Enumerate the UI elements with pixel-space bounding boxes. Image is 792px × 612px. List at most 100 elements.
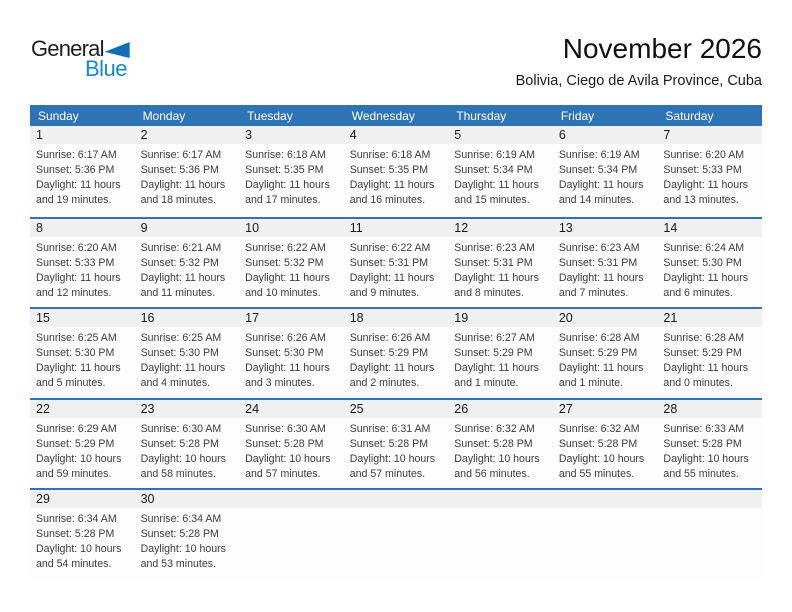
day-details: Sunrise: 6:23 AM Sunset: 5:31 PM Daylight:… <box>454 241 548 301</box>
day-cell-7: 7 Sunrise: 6:20 AM Sunset: 5:33 PM Daylight… <box>657 126 762 217</box>
day-number: 30 <box>140 492 155 506</box>
sunrise-line: Sunrise: 6:17 AM <box>140 149 222 161</box>
week-row-4: 22 Sunrise: 6:29 AM Sunset: 5:29 PM Dayligh… <box>30 397 762 489</box>
sunset-line: Sunset: 5:33 PM <box>36 256 115 269</box>
day-details: Sunrise: 6:34 AM Sunset: 5:28 PM Daylight:… <box>141 512 235 572</box>
sunset-line: Sunset: 5:31 PM <box>558 256 638 269</box>
day-cell-10: 10 Sunrise: 6:22 AM Sunset: 5:32 PM Dayligh… <box>239 219 344 308</box>
week-row-1: 1 Sunrise: 6:17 AM Sunset: 5:36 PM Daylight… <box>30 126 762 217</box>
sunset-line: Sunset: 5:28 PM <box>140 437 219 450</box>
page-title: November 2026 <box>562 33 762 64</box>
daylight-line: Daylight: 11 hours and 16 minutes. <box>349 179 435 206</box>
daylight-line: Daylight: 11 hours and 11 minutes. <box>140 271 226 299</box>
sunrise-line: Sunrise: 6:21 AM <box>140 241 222 254</box>
daylight-line: Daylight: 11 hours and 5 minutes. <box>36 362 121 389</box>
daylight-line: Daylight: 11 hours and 15 minutes. <box>454 179 539 206</box>
sunrise-line: Sunrise: 6:17 AM <box>36 149 117 161</box>
sunset-line: Sunset: 5:28 PM <box>245 437 324 450</box>
day-details: Sunrise: 6:17 AM Sunset: 5:36 PM Daylight:… <box>141 148 235 208</box>
day-details: Sunrise: 6:20 AM Sunset: 5:33 PM Daylight:… <box>663 148 757 208</box>
sunset-line: Sunset: 5:32 PM <box>245 256 324 269</box>
day-cell-3: 3 Sunrise: 6:18 AM Sunset: 5:35 PM Daylight… <box>239 126 344 217</box>
day-number: 26 <box>454 401 469 416</box>
day-cell-20: 20 Sunrise: 6:28 AM Sunset: 5:29 PM Dayligh… <box>553 309 658 398</box>
sunset-line: Sunset: 5:36 PM <box>36 164 115 176</box>
day-cell-17: 17 Sunrise: 6:26 AM Sunset: 5:30 PM Dayligh… <box>239 309 344 398</box>
day-cell-12: 12 Sunrise: 6:23 AM Sunset: 5:31 PM Dayligh… <box>448 219 553 308</box>
day-number: 19 <box>454 311 469 325</box>
daylight-line: Daylight: 10 hours and 55 minutes. <box>558 452 645 480</box>
sunset-line: Sunset: 5:30 PM <box>663 256 742 269</box>
daylight-line: Daylight: 11 hours and 4 minutes. <box>140 362 226 389</box>
sunrise-line: Sunrise: 6:34 AM <box>36 513 117 525</box>
sunrise-line: Sunrise: 6:18 AM <box>245 149 326 161</box>
sunset-line: Sunset: 5:29 PM <box>36 437 115 450</box>
sunrise-line: Sunrise: 6:28 AM <box>558 332 640 344</box>
weekday-header-thursday: Thursday <box>456 108 507 123</box>
day-number: 25 <box>349 401 364 416</box>
daylight-line: Daylight: 11 hours and 10 minutes. <box>245 271 330 299</box>
sunrise-line: Sunrise: 6:23 AM <box>454 241 535 254</box>
day-details: Sunrise: 6:30 AM Sunset: 5:28 PM Daylight:… <box>245 422 339 482</box>
day-cell-1: 1 Sunrise: 6:17 AM Sunset: 5:36 PM Daylight… <box>30 126 135 217</box>
day-details: Sunrise: 6:26 AM Sunset: 5:30 PM Daylight:… <box>245 331 339 391</box>
day-cell-2: 2 Sunrise: 6:17 AM Sunset: 5:36 PM Daylight… <box>135 126 240 217</box>
sunrise-line: Sunrise: 6:22 AM <box>349 241 431 254</box>
empty-day-cell <box>344 490 449 579</box>
sunset-line: Sunset: 5:30 PM <box>245 347 324 359</box>
general-blue-logo: General Blue <box>31 38 141 80</box>
day-cell-19: 19 Sunrise: 6:27 AM Sunset: 5:29 PM Dayligh… <box>448 309 553 398</box>
day-number: 12 <box>454 220 469 235</box>
weekday-header-tuesday: Tuesday <box>247 108 293 123</box>
day-cell-16: 16 Sunrise: 6:25 AM Sunset: 5:30 PM Dayligh… <box>135 309 240 398</box>
sunset-line: Sunset: 5:30 PM <box>36 347 115 359</box>
daylight-line: Daylight: 11 hours and 6 minutes. <box>663 271 749 299</box>
day-details: Sunrise: 6:21 AM Sunset: 5:32 PM Daylight:… <box>141 241 235 301</box>
sunrise-line: Sunrise: 6:18 AM <box>349 149 431 161</box>
day-details: Sunrise: 6:32 AM Sunset: 5:28 PM Daylight:… <box>454 422 548 482</box>
day-number: 20 <box>558 311 573 325</box>
sunset-line: Sunset: 5:28 PM <box>140 528 219 540</box>
sunset-line: Sunset: 5:33 PM <box>663 164 742 176</box>
sunrise-line: Sunrise: 6:33 AM <box>663 422 745 435</box>
weekday-header-row: Sunday Monday Tuesday Wednesday Thursday Frid… <box>30 105 762 126</box>
sunrise-line: Sunrise: 6:25 AM <box>140 332 222 344</box>
day-details: Sunrise: 6:25 AM Sunset: 5:30 PM Daylight:… <box>141 331 235 391</box>
daylight-line: Daylight: 11 hours and 1 minute. <box>454 362 539 389</box>
day-number: 11 <box>349 220 363 235</box>
day-number: 14 <box>663 220 678 235</box>
day-number: 28 <box>663 401 678 416</box>
page-subtitle: Bolivia, Ciego de Avila Province, Cuba <box>515 73 762 89</box>
sunset-line: Sunset: 5:29 PM <box>558 347 638 359</box>
day-details: Sunrise: 6:27 AM Sunset: 5:29 PM Daylight:… <box>454 331 548 391</box>
day-cell-11: 11 Sunrise: 6:22 AM Sunset: 5:31 PM Dayligh… <box>344 219 449 308</box>
sunrise-line: Sunrise: 6:27 AM <box>454 332 535 344</box>
day-details: Sunrise: 6:23 AM Sunset: 5:31 PM Daylight:… <box>559 241 653 301</box>
day-cell-15: 15 Sunrise: 6:25 AM Sunset: 5:30 PM Dayligh… <box>30 309 135 398</box>
sunset-line: Sunset: 5:34 PM <box>454 164 533 176</box>
day-number: 21 <box>663 311 678 325</box>
weekday-header-sunday: Sunday <box>38 108 79 123</box>
weekday-header-friday: Friday <box>560 108 595 123</box>
day-number: 4 <box>349 128 357 142</box>
daylight-line: Daylight: 10 hours and 53 minutes. <box>140 543 226 570</box>
day-number: 24 <box>245 401 260 416</box>
day-details: Sunrise: 6:28 AM Sunset: 5:29 PM Daylight:… <box>559 331 653 391</box>
day-details: Sunrise: 6:18 AM Sunset: 5:35 PM Daylight:… <box>350 148 444 208</box>
weekday-header-monday: Monday <box>142 108 186 123</box>
day-details: Sunrise: 6:31 AM Sunset: 5:28 PM Daylight:… <box>350 422 444 482</box>
day-cell-23: 23 Sunrise: 6:30 AM Sunset: 5:28 PM Dayligh… <box>135 400 240 489</box>
week-row-5: 29 Sunrise: 6:34 AM Sunset: 5:28 PM Dayligh… <box>30 488 762 579</box>
sunset-line: Sunset: 5:31 PM <box>454 256 533 269</box>
sunrise-line: Sunrise: 6:23 AM <box>558 241 640 254</box>
daylight-line: Daylight: 11 hours and 0 minutes. <box>663 362 749 389</box>
day-number: 16 <box>140 311 155 325</box>
day-details: Sunrise: 6:29 AM Sunset: 5:29 PM Daylight:… <box>36 422 130 482</box>
daylight-line: Daylight: 10 hours and 58 minutes. <box>140 452 226 480</box>
sunrise-line: Sunrise: 6:30 AM <box>140 422 222 435</box>
day-details: Sunrise: 6:17 AM Sunset: 5:36 PM Daylight:… <box>36 148 130 208</box>
daylight-line: Daylight: 10 hours and 54 minutes. <box>36 543 122 570</box>
day-cell-21: 21 Sunrise: 6:28 AM Sunset: 5:29 PM Dayligh… <box>657 309 762 398</box>
day-number: 13 <box>558 220 573 235</box>
